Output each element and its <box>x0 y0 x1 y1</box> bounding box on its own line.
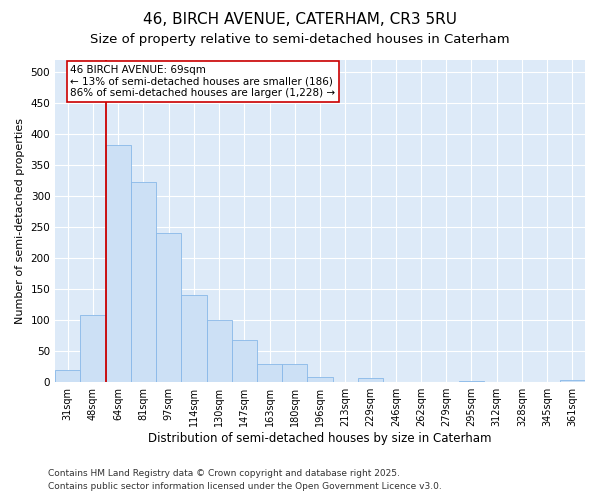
Y-axis label: Number of semi-detached properties: Number of semi-detached properties <box>15 118 25 324</box>
Bar <box>257 364 282 382</box>
Text: Size of property relative to semi-detached houses in Caterham: Size of property relative to semi-detach… <box>90 32 510 46</box>
Bar <box>131 182 156 382</box>
Bar <box>106 145 131 382</box>
Text: Contains HM Land Registry data © Crown copyright and database right 2025.: Contains HM Land Registry data © Crown c… <box>48 468 400 477</box>
Bar <box>560 380 585 382</box>
Text: Contains public sector information licensed under the Open Government Licence v3: Contains public sector information licen… <box>48 482 442 491</box>
Text: 46 BIRCH AVENUE: 69sqm
← 13% of semi-detached houses are smaller (186)
86% of se: 46 BIRCH AVENUE: 69sqm ← 13% of semi-det… <box>70 65 335 98</box>
Bar <box>206 320 232 382</box>
Bar <box>282 364 307 382</box>
Bar <box>181 295 206 382</box>
X-axis label: Distribution of semi-detached houses by size in Caterham: Distribution of semi-detached houses by … <box>148 432 492 445</box>
Bar <box>358 378 383 382</box>
Bar <box>80 316 106 382</box>
Bar <box>55 370 80 382</box>
Text: 46, BIRCH AVENUE, CATERHAM, CR3 5RU: 46, BIRCH AVENUE, CATERHAM, CR3 5RU <box>143 12 457 28</box>
Bar <box>459 381 484 382</box>
Bar <box>232 340 257 382</box>
Bar <box>156 233 181 382</box>
Bar <box>307 376 332 382</box>
